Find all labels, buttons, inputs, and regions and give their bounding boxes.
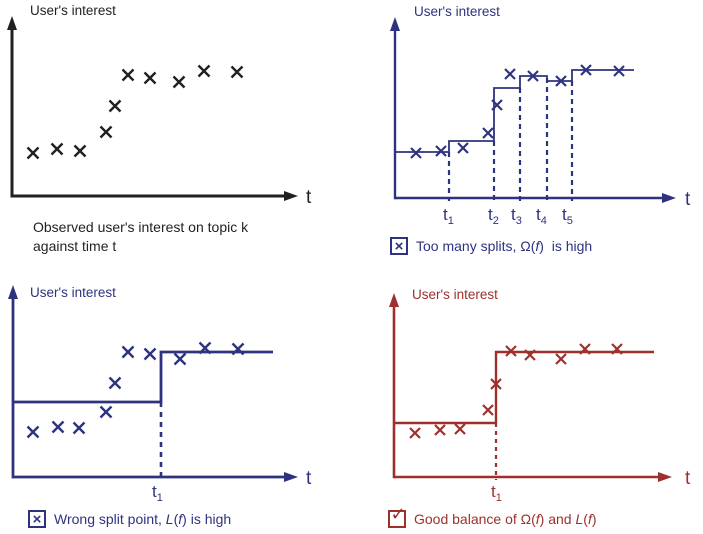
data-point-marker	[409, 427, 421, 439]
data-point-marker	[457, 142, 469, 154]
y-axis-label: User's interest	[414, 4, 500, 19]
step-function-line	[394, 350, 654, 425]
data-point-marker	[524, 349, 536, 361]
x-axis-label: t	[685, 189, 691, 210]
panel-wrong-split-point: t1 User's interest t × Wrong split point, L…	[0, 267, 352, 534]
data-point-marker	[108, 99, 122, 113]
caption-text: Good balance of Ω(f) and L(f)	[414, 511, 597, 527]
y-axis-arrow-icon	[7, 16, 17, 30]
plot-wrong-split-point: t1 User's interest t	[8, 285, 312, 504]
data-point-marker	[143, 71, 157, 85]
data-point-marker	[26, 146, 40, 160]
x-mark-icon: ×	[32, 510, 42, 528]
data-point-marker	[230, 65, 244, 79]
data-point-marker	[231, 342, 245, 356]
panel-too-many-splits: t1 t2 t3 t4 t5 User's interest t × Too many spl…	[352, 0, 703, 267]
data-point-marker	[173, 352, 187, 366]
caption-good-balance: ✓ Good balance of Ω(f) and L(f)	[388, 505, 597, 528]
caption-wrong-split-point: × Wrong split point, L(f) is high	[28, 510, 231, 528]
caption-text: Wrong split point, L(f) is high	[54, 511, 232, 527]
data-point-marker	[555, 353, 567, 365]
data-point-marker	[434, 424, 446, 436]
data-point-marker	[527, 70, 539, 82]
x-axis-arrow-icon	[284, 191, 298, 201]
data-point-marker	[108, 376, 122, 390]
data-point-marker	[482, 404, 494, 416]
check-mark-icon: ✓	[390, 504, 406, 524]
panel-good-balance: t1 User's interest t ✓ Good balance of Ω(f)…	[352, 267, 703, 534]
data-point-marker	[555, 75, 567, 87]
data-point-marker	[73, 144, 87, 158]
data-point-marker	[121, 68, 135, 82]
split-label: t2	[488, 205, 499, 227]
y-axis-label: User's interest	[30, 3, 116, 18]
split-label: t3	[511, 205, 522, 227]
panel-observed: User's interest t Observed user's interes…	[0, 0, 352, 267]
data-point-marker	[611, 343, 623, 355]
y-axis-arrow-icon	[390, 17, 400, 31]
caption-symbol-box: ×	[390, 237, 408, 255]
data-point-marker	[50, 142, 64, 156]
split-label: t1	[152, 482, 163, 504]
data-point-marker	[579, 343, 591, 355]
split-label: t5	[562, 205, 573, 227]
x-axis-label: t	[306, 187, 312, 208]
caption-too-many-splits: × Too many splits, Ω(f) is high	[390, 237, 592, 255]
x-mark-icon: ×	[394, 237, 404, 255]
step-function-line	[13, 350, 273, 404]
split-label: t4	[536, 205, 547, 227]
x-axis-label: t	[685, 468, 691, 489]
x-axis-label: t	[306, 468, 312, 489]
x-axis-arrow-icon	[662, 193, 676, 203]
y-axis-arrow-icon	[389, 293, 399, 307]
split-label: t1	[443, 205, 454, 227]
data-point-marker	[172, 75, 186, 89]
data-point-marker	[613, 65, 625, 77]
step-function-line	[395, 69, 634, 153]
caption-symbol-box: ×	[28, 510, 46, 528]
plot-too-many-splits: t1 t2 t3 t4 t5 User's interest t	[390, 4, 691, 227]
data-point-marker	[51, 420, 65, 434]
data-point-marker	[26, 425, 40, 439]
split-label: t1	[491, 482, 502, 504]
data-point-marker	[410, 147, 422, 159]
x-axis-arrow-icon	[284, 472, 298, 482]
data-point-marker	[580, 64, 592, 76]
caption-text: Too many splits, Ω(f) is high	[416, 238, 593, 254]
data-point-marker	[143, 347, 157, 361]
caption-observed: Observed user's interest on topic k again…	[33, 218, 248, 256]
data-point-marker	[504, 68, 516, 80]
data-point-marker	[99, 125, 113, 139]
data-point-marker	[435, 145, 447, 157]
data-point-marker	[505, 345, 517, 357]
plot-good-balance: t1 User's interest t	[389, 287, 691, 504]
y-axis-label: User's interest	[30, 285, 116, 300]
caption-symbol-box: ✓	[388, 505, 406, 528]
data-point-marker	[454, 423, 466, 435]
y-axis-arrow-icon	[8, 285, 18, 299]
y-axis-label: User's interest	[412, 287, 498, 302]
data-point-marker	[482, 127, 494, 139]
data-point-marker	[490, 378, 502, 390]
data-point-marker	[121, 345, 135, 359]
plot-observed: User's interest t	[7, 3, 312, 208]
caption-line: Observed user's interest on topic k	[33, 219, 249, 235]
data-point-marker	[99, 405, 113, 419]
data-point-marker	[491, 99, 503, 111]
x-axis-arrow-icon	[658, 472, 672, 482]
caption-line: against time t	[33, 238, 117, 254]
data-point-marker	[198, 341, 212, 355]
data-point-marker	[197, 64, 211, 78]
data-point-marker	[72, 421, 86, 435]
